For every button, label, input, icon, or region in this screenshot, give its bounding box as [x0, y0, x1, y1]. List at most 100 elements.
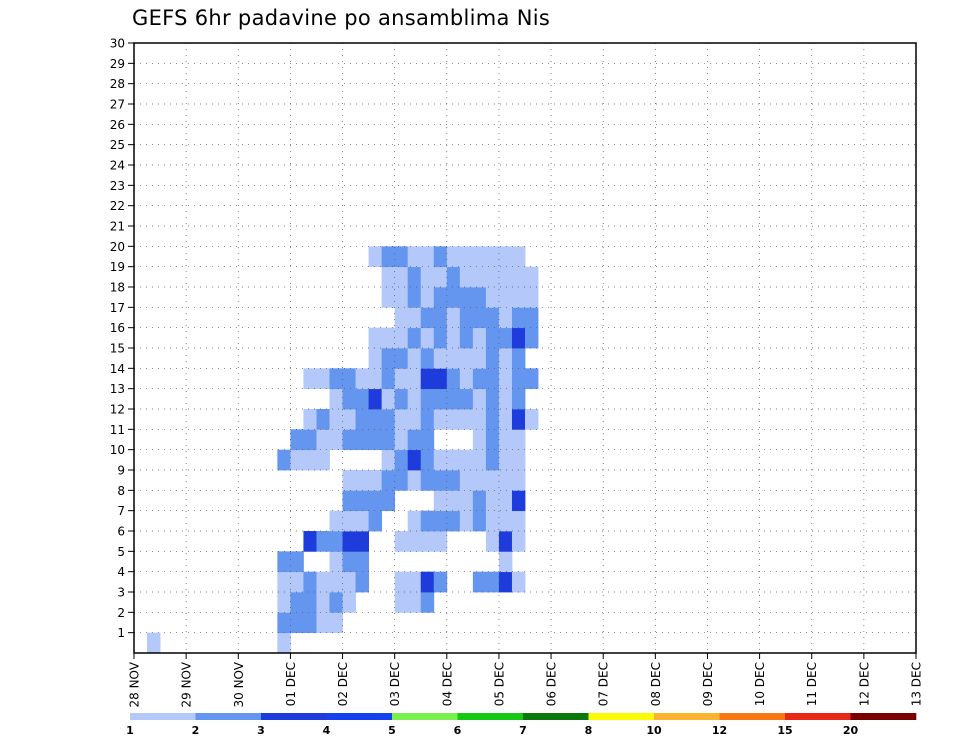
colorbar-label: 12 [712, 724, 727, 737]
heatmap-cell [446, 470, 461, 491]
chart-title: GEFS 6hr padavine po ansamblima Nis [132, 6, 551, 30]
x-tick-label: 12 DEC [857, 662, 871, 706]
heatmap-cell [316, 429, 330, 451]
heatmap-cell [342, 429, 356, 451]
heatmap-cell [381, 348, 396, 369]
heatmap-cell [511, 510, 526, 532]
heatmap-cell [459, 287, 474, 308]
heatmap-cell [498, 409, 513, 430]
colorbar-swatch [457, 713, 524, 720]
y-tick-label: 4 [117, 565, 125, 579]
heatmap-cell [511, 449, 526, 471]
y-tick-label: 19 [110, 260, 125, 274]
heatmap-cell [303, 531, 317, 552]
y-tick-label: 14 [110, 362, 125, 376]
x-tick-label: 28 NOV [128, 661, 142, 707]
heatmap-cell [355, 388, 369, 410]
heatmap-cell [420, 307, 435, 329]
heatmap-cell [381, 287, 396, 308]
heatmap-cell [342, 510, 356, 532]
heatmap-cell [329, 592, 343, 613]
heatmap-cell [394, 307, 409, 329]
heatmap-cell [342, 409, 356, 430]
heatmap-cell [316, 571, 330, 593]
colorbar-label: 7 [519, 724, 527, 737]
heatmap-cell [420, 531, 435, 552]
heatmap-cell [303, 429, 317, 451]
heatmap-cell [472, 449, 487, 471]
heatmap-cell [368, 429, 383, 451]
colorbar-swatch [130, 713, 196, 720]
y-tick-label: 13 [110, 382, 125, 396]
heatmap-cell [511, 470, 526, 491]
heatmap-cell [290, 571, 304, 593]
heatmap-cell [433, 510, 448, 532]
heatmap-cell [446, 348, 461, 369]
heatmap-cell [394, 571, 409, 593]
heatmap-cell [329, 571, 343, 593]
heatmap-cell [525, 327, 539, 349]
y-tick-label: 1 [117, 626, 125, 640]
x-tick-label: 29 NOV [180, 661, 194, 707]
heatmap-cell [368, 470, 383, 491]
heatmap-cell [329, 409, 343, 430]
colorbar-label: 1 [126, 724, 134, 737]
heatmap-cell [459, 490, 474, 512]
heatmap-cell [498, 246, 513, 268]
heatmap-cells [147, 246, 539, 654]
y-tick-label: 16 [110, 321, 125, 335]
heatmap-cell [459, 409, 474, 430]
heatmap-cell [420, 470, 435, 491]
heatmap-cell [407, 307, 422, 329]
heatmap-cell [394, 327, 409, 349]
heatmap-cell [485, 287, 500, 308]
heatmap-cell [355, 429, 369, 451]
heatmap-cell [485, 429, 500, 451]
y-axis: 1234567891011121314151617181920212223242… [110, 37, 134, 640]
heatmap-cell [394, 470, 409, 491]
heatmap-cell [420, 348, 435, 369]
heatmap-cell [511, 490, 526, 512]
y-tick-label: 18 [110, 281, 125, 295]
x-tick-label: 03 DEC [388, 662, 402, 706]
y-tick-label: 27 [110, 98, 125, 112]
heatmap-cell [355, 470, 369, 491]
heatmap-cell [433, 388, 448, 410]
heatmap-cell [433, 307, 448, 329]
colorbar-swatch [785, 713, 851, 720]
heatmap-cell [394, 592, 409, 613]
y-tick-label: 26 [110, 118, 125, 132]
heatmap-cell [368, 368, 383, 390]
heatmap-cell [381, 490, 396, 512]
heatmap-cell [433, 368, 448, 390]
heatmap-cell [433, 449, 448, 471]
heatmap-cell [394, 409, 409, 430]
colorbar-swatch [654, 713, 720, 720]
heatmap-cell [290, 429, 304, 451]
heatmap-cell [498, 368, 513, 390]
heatmap-cell [368, 327, 383, 349]
y-tick-label: 5 [117, 545, 125, 559]
heatmap-cell [525, 266, 539, 288]
heatmap-cell [290, 449, 304, 471]
heatmap-cell [329, 551, 343, 573]
y-tick-label: 25 [110, 138, 125, 152]
heatmap-cell [277, 551, 291, 573]
heatmap-cell [368, 348, 383, 369]
heatmap-cell [511, 388, 526, 410]
heatmap-cell [394, 348, 409, 369]
colorbar-swatch [392, 713, 458, 720]
heatmap-cell [459, 246, 474, 268]
heatmap-cell [498, 348, 513, 369]
heatmap-cell [303, 449, 317, 471]
heatmap-cell [420, 449, 435, 471]
heatmap-cell [316, 449, 330, 471]
heatmap-cell [472, 246, 487, 268]
heatmap-cell [446, 409, 461, 430]
heatmap-cell [446, 368, 461, 390]
y-tick-label: 15 [110, 342, 125, 356]
heatmap-cell [316, 368, 330, 390]
heatmap-cell [381, 327, 396, 349]
heatmap-cell [446, 510, 461, 532]
heatmap-cell [342, 592, 356, 613]
